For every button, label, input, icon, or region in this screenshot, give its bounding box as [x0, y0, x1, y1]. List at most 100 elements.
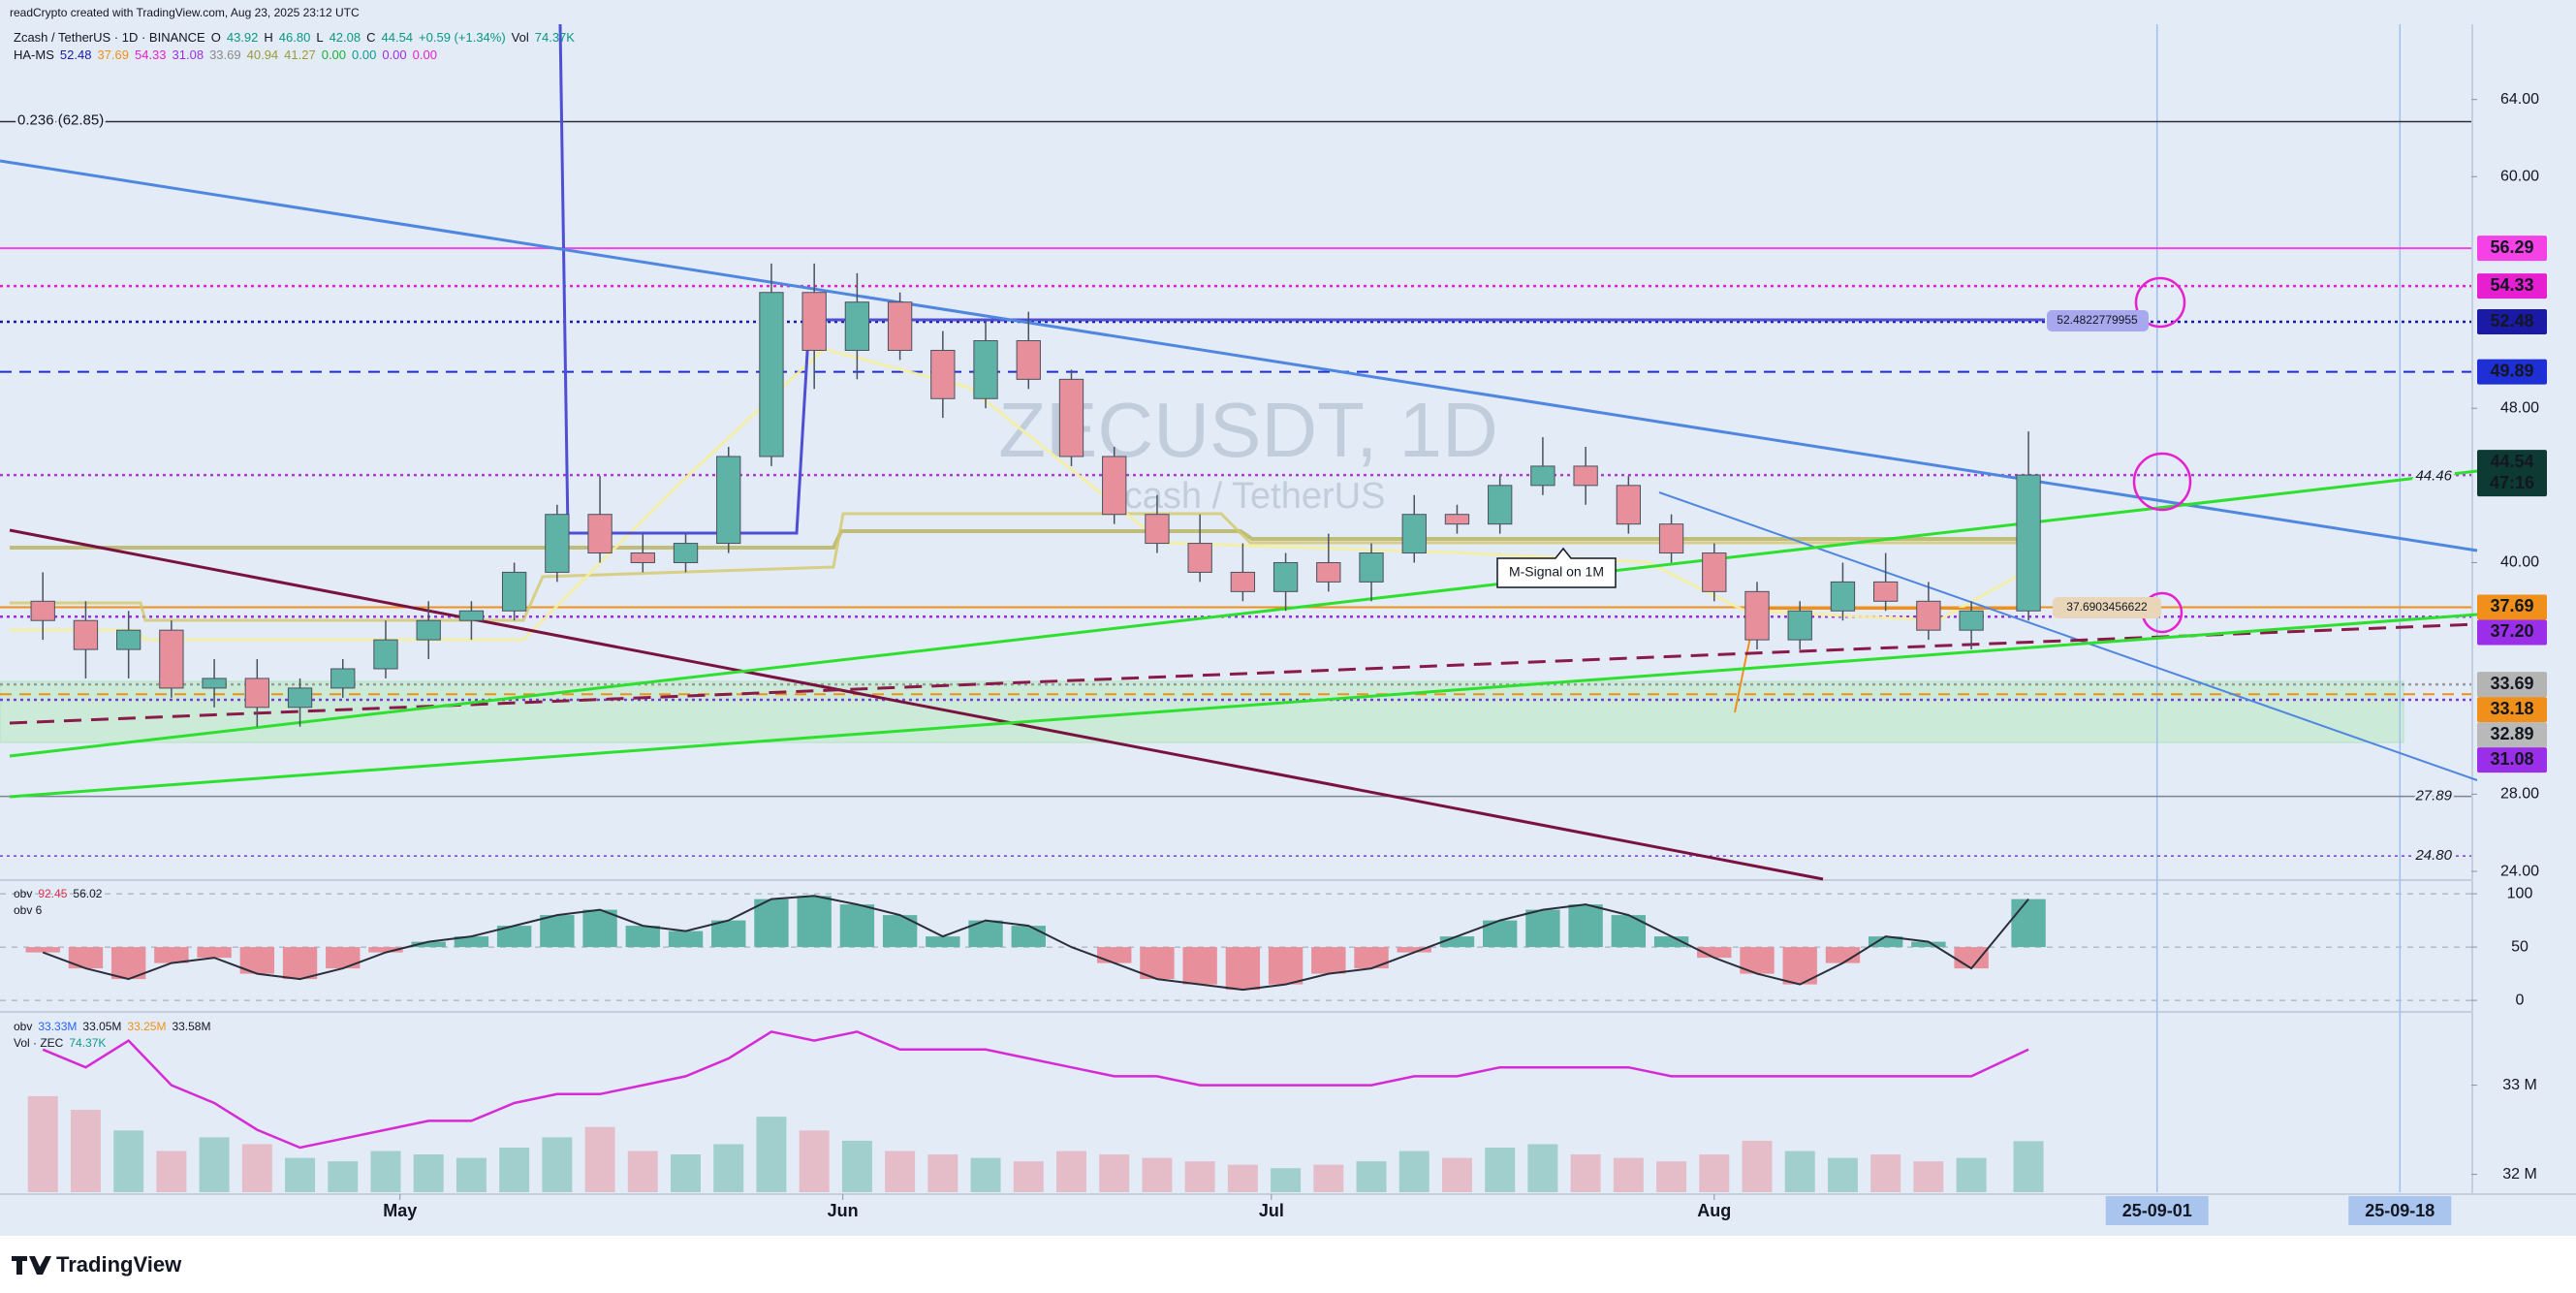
logo-icon — [12, 1256, 51, 1275]
volume-bar — [27, 1095, 58, 1192]
x-tick-label: Jun — [828, 1201, 859, 1220]
y-tick-label: 60.00 — [2500, 169, 2539, 185]
oscillator-bar — [1140, 947, 1175, 980]
volume-bar — [1570, 1154, 1601, 1192]
candle-body — [458, 610, 485, 621]
oscillator-bar — [839, 904, 875, 948]
y-tick-label: 0 — [2516, 992, 2525, 1008]
candle-body — [2016, 474, 2041, 612]
price-tag — [2477, 236, 2547, 262]
candle-body — [759, 292, 784, 457]
price-tag-label: 56.29 — [2490, 237, 2533, 257]
oscillator-bar — [926, 936, 960, 948]
candle-body — [1058, 378, 1084, 457]
candle-body — [1573, 465, 1598, 487]
oscillator-bar — [1354, 947, 1389, 969]
candle-body — [673, 543, 699, 563]
candle-body — [373, 639, 398, 670]
legend-item: L — [316, 30, 323, 45]
y-tick-label: 100 — [2507, 885, 2533, 901]
x-tick-label: May — [383, 1201, 417, 1220]
trend-line — [1658, 491, 2478, 781]
volume-bar — [1356, 1161, 1387, 1192]
level-label: 27.89 — [2414, 788, 2452, 804]
credit: readCrypto created with TradingView.com,… — [10, 6, 360, 19]
volume-bar — [970, 1157, 1001, 1192]
y-tick-label: 50 — [2511, 938, 2529, 955]
y-tick-label: 40.00 — [2500, 554, 2539, 571]
candle-body — [930, 349, 956, 399]
legend-item: 0.00 — [382, 47, 406, 62]
candle-body — [1916, 600, 1941, 631]
note-box — [2053, 597, 2161, 618]
legend-item: Vol — [512, 30, 529, 45]
indicator-legend: HA-MS 52.48 37.69 54.33 31.08 33.69 40.94 41.27… — [14, 47, 437, 62]
legend-item: 56.02 — [73, 887, 102, 900]
candle-body — [1787, 610, 1812, 641]
level-label: 0.236 (62.85) — [17, 112, 104, 129]
oscillator-bar — [882, 915, 918, 948]
legend-item: +0.59 (+1.34%) — [419, 30, 506, 45]
volume-bar — [1398, 1151, 1429, 1192]
price-tag-label: 54.33 — [2490, 275, 2533, 295]
legend-item: 33.33M — [38, 1020, 77, 1033]
volume-bar — [1870, 1154, 1901, 1192]
volume-bar — [1013, 1161, 1044, 1192]
volume-bar — [413, 1154, 444, 1192]
oscillator-bar — [1182, 947, 1217, 985]
oscillator-bar — [154, 947, 189, 963]
candle-body — [1873, 581, 1899, 602]
volume-bar — [885, 1151, 916, 1192]
volume-bar — [841, 1140, 872, 1192]
legend-item: 40.94 — [247, 47, 279, 62]
price-tag-label: 32.89 — [2490, 724, 2533, 743]
legend-item: 46.80 — [279, 30, 311, 45]
obv-legend: obv 33.33M 33.05M 33.25M 33.58M — [14, 1020, 210, 1033]
volume-bar — [1227, 1164, 1258, 1192]
legend-item: 0.00 — [322, 47, 346, 62]
oscillator-bar — [1568, 904, 1603, 948]
legend-item: Zcash / TetherUS · 1D · BINANCE — [14, 30, 205, 45]
candle-body — [1102, 456, 1127, 516]
volume-bar — [70, 1110, 101, 1192]
legend-item: 44.54 — [382, 30, 414, 45]
legend-item: 92.45 — [38, 887, 67, 900]
volume-bar — [285, 1157, 316, 1192]
price-tag-label: 37.20 — [2490, 621, 2533, 641]
legend-item: H — [264, 30, 272, 45]
volume-bar — [927, 1154, 958, 1192]
brand: TradingView — [56, 1252, 182, 1277]
y-tick-label: 64.00 — [2500, 91, 2539, 108]
oscillator-bar — [1011, 926, 1046, 948]
candle-body — [844, 301, 870, 351]
volume-bar — [156, 1151, 187, 1192]
oscillator-bar — [1954, 947, 1989, 969]
candle-body — [1230, 571, 1256, 592]
m-signal-line — [10, 347, 2034, 642]
legend-item: 0.00 — [413, 47, 437, 62]
candle-body — [416, 619, 441, 641]
y-tick-label: 24.00 — [2500, 863, 2539, 879]
candle-body — [1272, 561, 1299, 592]
volume-bar — [328, 1161, 359, 1192]
ha-ms-step — [558, 23, 2045, 535]
legend-item: 33.58M — [172, 1020, 210, 1033]
volume-bar — [113, 1130, 144, 1192]
footer-background — [0, 1236, 2576, 1293]
legend-item: obv — [14, 887, 32, 900]
volume-bar — [1184, 1161, 1215, 1192]
volume-bar — [456, 1157, 487, 1192]
legend-item: 74.37K — [69, 1036, 106, 1050]
volume-bar — [1056, 1151, 1086, 1192]
volume-bar — [1271, 1168, 1302, 1192]
candle-body — [716, 456, 741, 545]
price-tag — [2477, 450, 2547, 497]
legend-item: 42.08 — [330, 30, 361, 45]
volume-bar — [1527, 1144, 1558, 1192]
y-tick-label: 33 M — [2502, 1077, 2537, 1093]
volume-bar — [2013, 1141, 2044, 1192]
candle-body — [1401, 514, 1427, 554]
oscillator-bar — [1825, 947, 1861, 963]
candle-body — [159, 629, 184, 689]
